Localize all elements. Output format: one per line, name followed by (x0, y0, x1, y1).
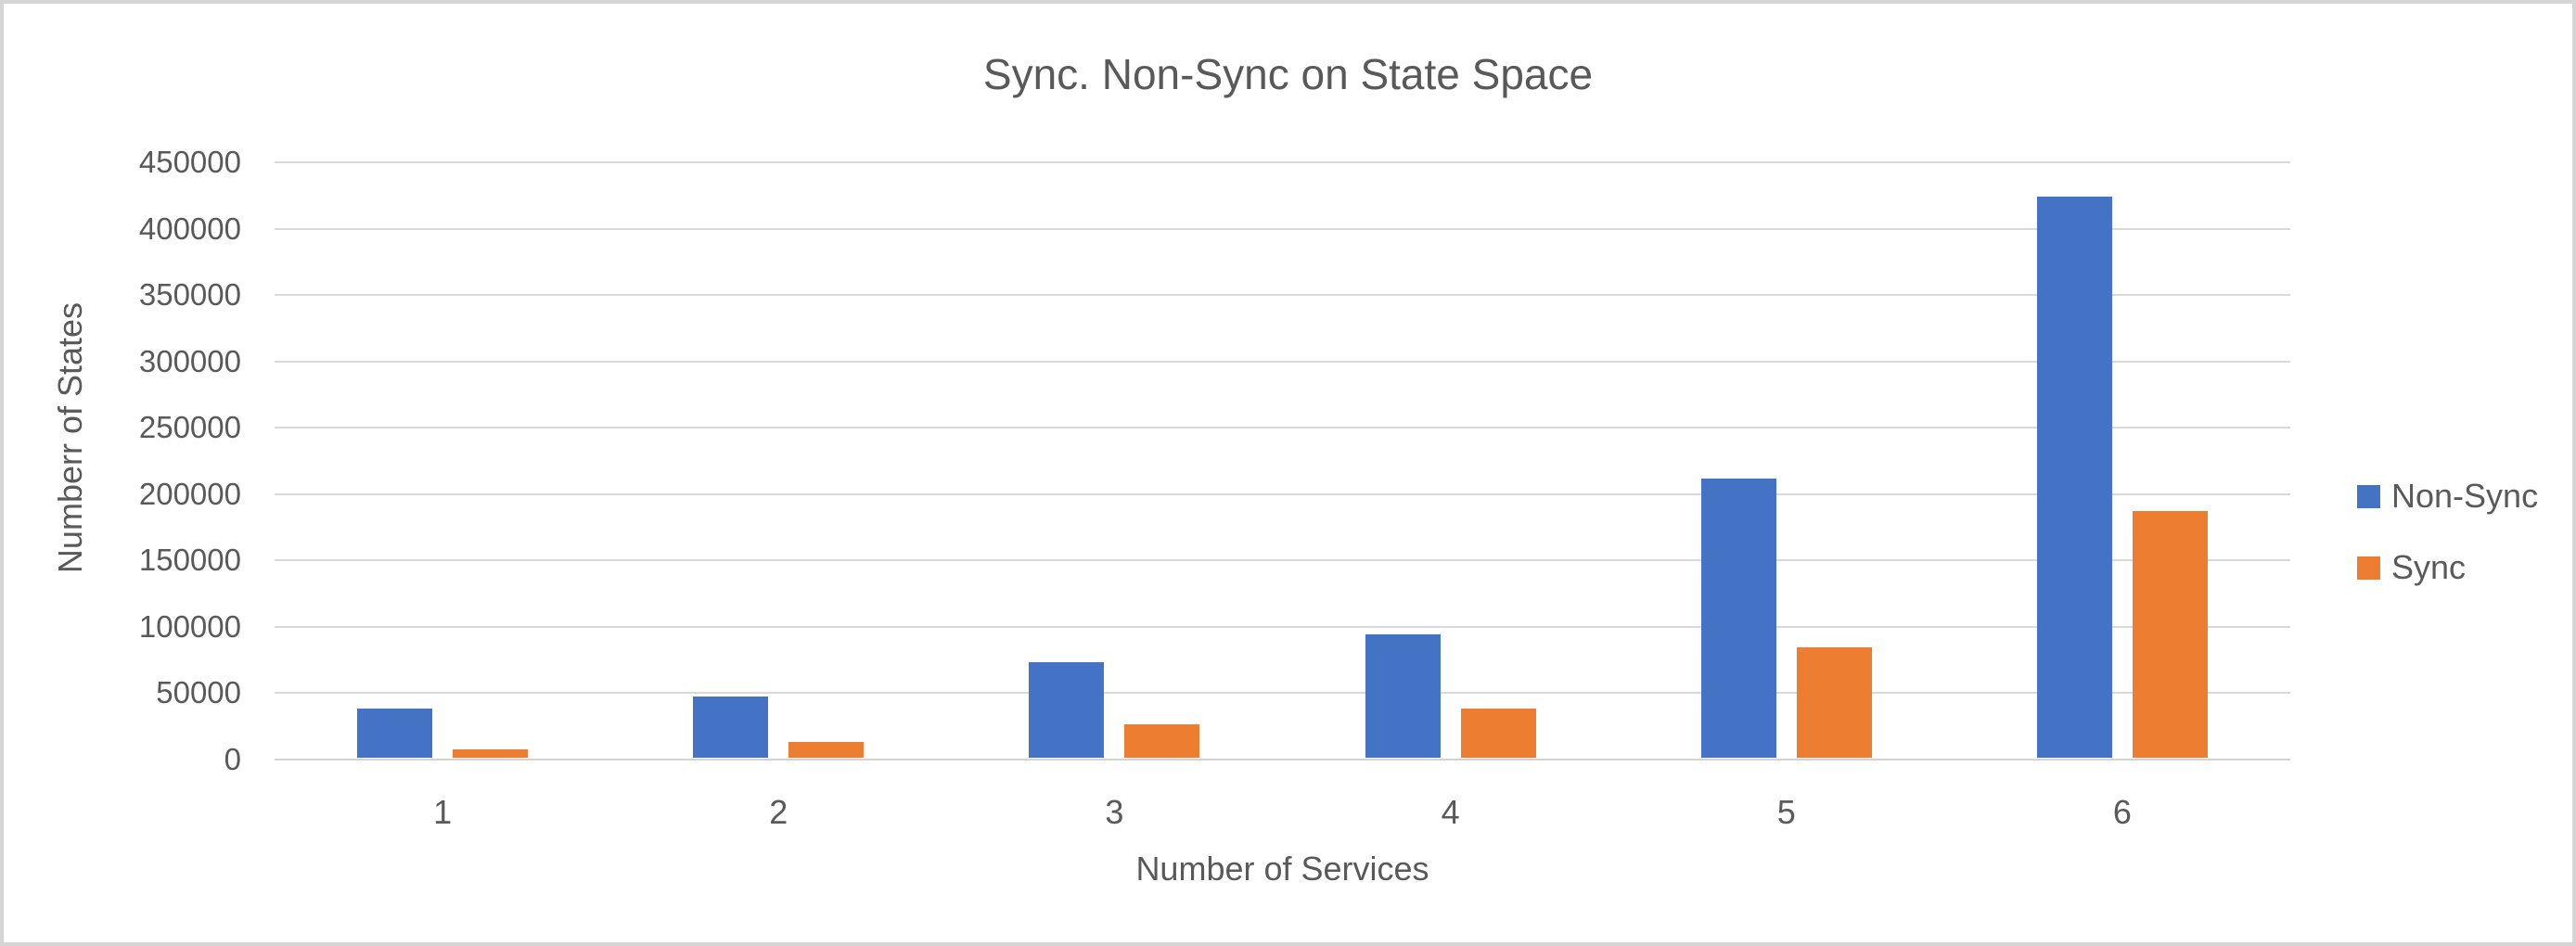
y-tick-label: 50000 (156, 675, 241, 710)
x-tick-label: 6 (2112, 793, 2132, 831)
bar-non-sync-cat-6 (2036, 196, 2112, 758)
gridline (275, 227, 2290, 230)
bar-sync-cat-1 (453, 749, 529, 758)
gridline (275, 559, 2290, 562)
gridline (275, 692, 2290, 695)
gridline (275, 161, 2290, 163)
y-tick-label: 150000 (138, 543, 241, 578)
gridline (275, 427, 2290, 429)
x-tick-label: 3 (1105, 793, 1124, 831)
x-axis-title: Number of Services (1135, 850, 1429, 888)
bar-non-sync-cat-4 (1365, 633, 1441, 758)
gridline (275, 360, 2290, 363)
chart-title: Sync. Non-Sync on State Space (982, 50, 1594, 98)
bar-sync-cat-2 (788, 741, 865, 758)
y-tick-label: 350000 (138, 277, 241, 313)
legend-entry-sync: Sync (2357, 550, 2466, 585)
bar-sync-cat-4 (1460, 709, 1536, 758)
bar-sync-cat-5 (1796, 647, 1872, 758)
bar-non-sync-cat-5 (1700, 479, 1776, 758)
x-tick-label: 5 (1776, 793, 1796, 831)
bar-non-sync-cat-1 (357, 709, 433, 758)
x-tick-label: 1 (433, 793, 453, 831)
y-tick-label: 200000 (138, 476, 241, 511)
y-tick-label: 100000 (138, 608, 241, 644)
y-tick-label: 250000 (138, 410, 241, 445)
bar-sync-cat-6 (2132, 510, 2208, 758)
bar-sync-cat-3 (1124, 724, 1200, 758)
bar-non-sync-cat-3 (1029, 661, 1105, 758)
legend-label: Sync (2391, 548, 2467, 586)
y-tick-label: 450000 (138, 145, 241, 179)
gridline (275, 294, 2290, 297)
x-tick-label: 4 (1441, 793, 1460, 831)
gridline (275, 492, 2290, 495)
legend-label: Non-Sync (2391, 477, 2539, 515)
legend-entry-non-sync: Non-Sync (2357, 479, 2538, 514)
y-tick-label: 400000 (138, 211, 241, 246)
legend-swatch-icon (2357, 556, 2380, 580)
x-axis-line (275, 759, 2290, 761)
bar-non-sync-cat-2 (693, 697, 769, 758)
plot-area (275, 161, 2290, 761)
gridline (275, 625, 2290, 628)
y-tick-label: 300000 (138, 343, 241, 378)
x-tick-label: 2 (769, 793, 788, 831)
legend-swatch-icon (2357, 484, 2380, 508)
y-tick-label: 0 (224, 742, 241, 776)
